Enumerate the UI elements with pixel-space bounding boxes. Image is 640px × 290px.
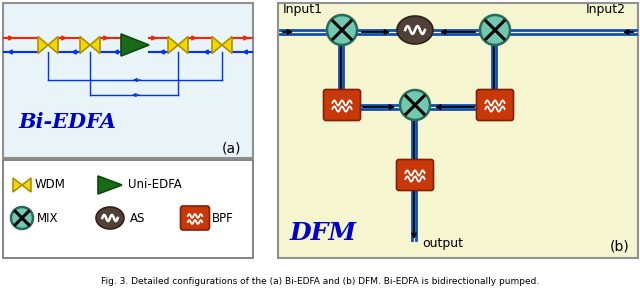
Polygon shape: [38, 37, 48, 53]
Text: BPF: BPF: [212, 211, 234, 224]
Polygon shape: [80, 37, 90, 53]
FancyBboxPatch shape: [180, 206, 209, 230]
Polygon shape: [13, 178, 22, 192]
Text: AS: AS: [130, 211, 145, 224]
Text: Input2: Input2: [586, 3, 626, 17]
Polygon shape: [22, 178, 31, 192]
Circle shape: [400, 90, 430, 120]
Circle shape: [327, 15, 357, 45]
Polygon shape: [98, 176, 122, 194]
Polygon shape: [90, 37, 100, 53]
Polygon shape: [121, 34, 149, 56]
Text: Uni-EDFA: Uni-EDFA: [128, 179, 182, 191]
Polygon shape: [48, 37, 58, 53]
Text: WDM: WDM: [35, 179, 66, 191]
FancyBboxPatch shape: [477, 90, 513, 121]
Polygon shape: [212, 37, 222, 53]
Text: MIX: MIX: [37, 211, 58, 224]
Bar: [278, 3, 638, 258]
Polygon shape: [168, 37, 178, 53]
FancyBboxPatch shape: [397, 160, 433, 191]
Ellipse shape: [96, 207, 124, 229]
Text: Bi-EDFA: Bi-EDFA: [18, 112, 116, 132]
Text: (b): (b): [610, 239, 630, 253]
Polygon shape: [222, 37, 232, 53]
FancyBboxPatch shape: [323, 90, 360, 121]
Text: DFM: DFM: [290, 221, 357, 245]
Circle shape: [11, 207, 33, 229]
Bar: [3, 3, 253, 158]
Ellipse shape: [397, 16, 433, 44]
Polygon shape: [178, 37, 188, 53]
Text: output: output: [422, 237, 463, 249]
Bar: [3, 160, 253, 258]
Text: Fig. 3. Detailed configurations of the (a) Bi-EDFA and (b) DFM. Bi-EDFA is bidir: Fig. 3. Detailed configurations of the (…: [101, 276, 539, 285]
Text: Input1: Input1: [283, 3, 323, 17]
Text: (a): (a): [222, 141, 241, 155]
Circle shape: [480, 15, 510, 45]
